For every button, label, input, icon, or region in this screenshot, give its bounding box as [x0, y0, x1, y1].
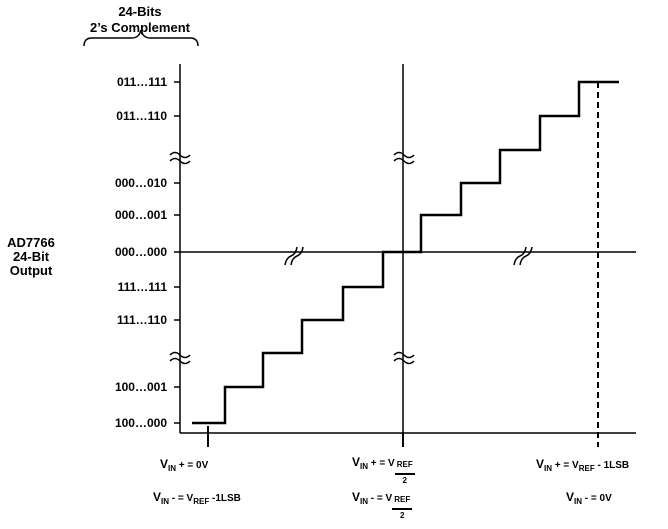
- zero-axis-break-marks: [284, 246, 533, 266]
- code-label: 100…000: [114, 416, 167, 430]
- code-label: 011…111: [116, 75, 167, 89]
- code-format-header-line1: 24-Bits: [118, 4, 162, 19]
- code-label: 011…110: [116, 109, 167, 123]
- center-axis-break-marks: [393, 151, 415, 365]
- code-label: 000…010: [114, 176, 167, 190]
- code-label: 111…111: [117, 280, 167, 294]
- x-label-right-vin-minus: VIN - = 0V: [566, 490, 612, 506]
- x-label-mid-vin-minus: VIN - = V REF 2: [352, 490, 413, 520]
- x-ticks: [207, 426, 404, 447]
- y-axis-title-line1: AD7766: [7, 235, 55, 250]
- left-axis-break-marks: [169, 151, 191, 365]
- code-label: 100…001: [114, 380, 167, 394]
- code-label: 000…000: [114, 245, 167, 259]
- staircase-transfer-curve: [192, 80, 619, 425]
- code-format-header-line2: 2’s Complement: [90, 20, 190, 35]
- x-label-left-vin-minus: VIN - = VREF -1LSB: [153, 490, 241, 506]
- x-label-right-vin-plus: VIN + = VREF - 1LSB: [536, 457, 630, 473]
- code-label: 111…110: [116, 313, 167, 327]
- header-brace: [83, 29, 199, 47]
- x-label-mid-vin-plus: VIN + = V REF 2: [352, 455, 415, 485]
- y-axis-title-line3: Output: [9, 263, 53, 278]
- y-ticks: [174, 81, 180, 424]
- code-label: 000…001: [114, 208, 167, 222]
- y-axis-title-line2: 24-Bit: [12, 249, 50, 264]
- x-label-left-vin-plus: VIN + = 0V: [160, 457, 209, 473]
